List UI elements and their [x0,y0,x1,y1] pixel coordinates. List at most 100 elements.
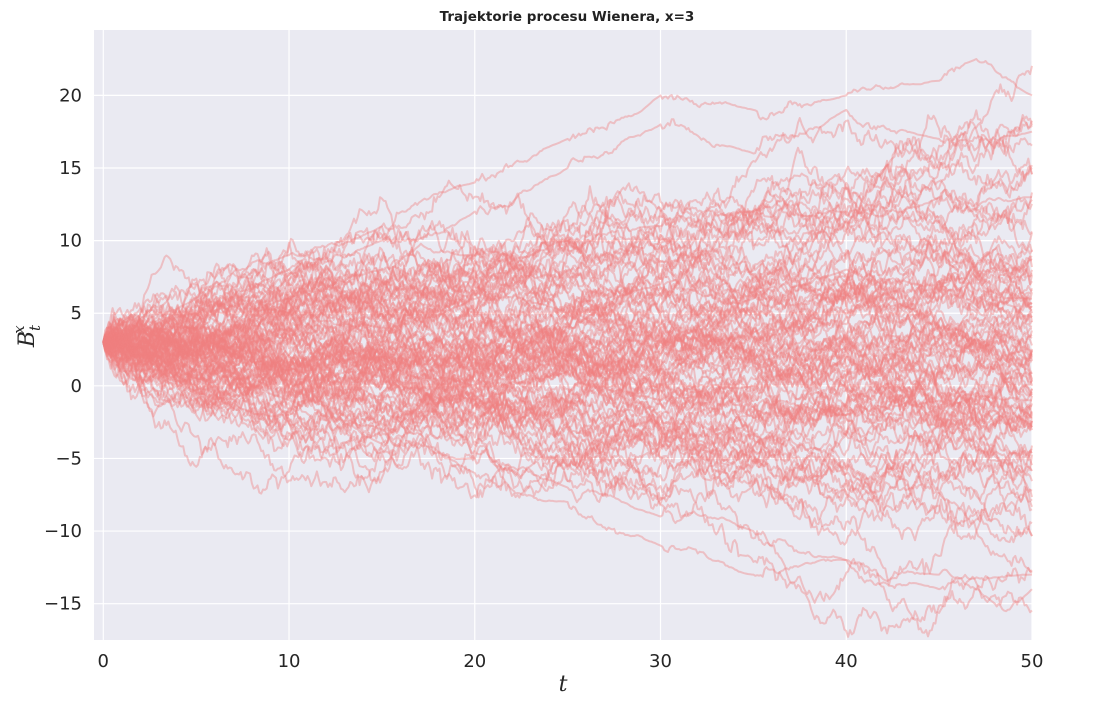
trajectory-line [102,307,1033,476]
trajectory-line [102,307,1033,419]
trajectory-line [103,259,1033,454]
trajectory-line [102,313,1033,542]
trajectory-line [102,279,1033,388]
trajectory-line [102,310,1033,412]
x-tick-label: 0 [98,651,109,672]
y-tick-label: 0 [71,376,82,397]
trajectory-line [102,290,1033,456]
trajectory-line [102,251,1033,388]
trajectory-line [102,235,1033,414]
trajectory-line [102,178,1033,363]
trajectory-line [102,338,1033,418]
trajectory-line [103,287,1033,394]
trajectory-line [102,167,1033,425]
trajectory-line [102,65,1033,372]
trajectory-line [102,327,1033,494]
trajectory-line [102,318,1033,412]
trajectory-line [102,334,1033,523]
trajectory-line [102,201,1033,360]
trajectory-line [102,287,1033,406]
trajectory-line [102,341,1032,591]
y-tick-label: 20 [59,85,82,106]
trajectory-line [102,323,1033,485]
trajectory-line [102,330,1033,506]
trajectory-line [102,323,1032,510]
trajectory-line [102,295,1033,466]
y-tick-label: 15 [59,158,82,179]
trajectory-line [102,269,1033,436]
trajectory-line [102,268,1033,346]
trajectory-line [103,159,1033,352]
trajectory-line [102,241,1033,431]
plot-area [94,30,1032,640]
trajectory-line [102,258,1033,418]
x-tick-labels: 0 10 20 30 40 50 [98,651,1044,672]
trajectory-line [102,308,1033,439]
trajectory-line [102,268,1033,420]
grid [94,30,1033,640]
trajectory-line [102,340,1033,537]
trajectory-line [102,224,1033,364]
trajectory-line [102,225,1033,345]
trajectory-line [102,242,1033,431]
trajectory-line [102,288,1033,436]
x-tick-label: 40 [835,651,858,672]
trajectory-line [102,330,1033,524]
trajectory-line [102,314,1033,445]
trajectory-line [102,240,1033,351]
trajectory-line [102,303,1033,460]
trajectory-line [102,191,1033,384]
y-tick-label: 10 [59,231,82,252]
trajectory-lines [102,58,1033,638]
trajectory-line [102,275,1033,407]
trajectory-line [102,315,1033,438]
x-tick-label: 10 [278,651,301,672]
trajectory-line [103,179,1033,352]
y-axis-label-superscript: x [10,325,28,334]
trajectory-line [102,324,1033,503]
trajectory-line [102,337,1033,494]
trajectory-line [102,268,1033,418]
trajectory-line [102,262,1033,388]
chart-title: Trajektorie procesu Wienera, x=3 [440,9,695,25]
trajectory-line [102,338,1033,481]
trajectory-line [102,341,1033,495]
trajectory-line [102,247,1033,392]
x-axis-label: t [559,672,568,697]
svg-text:Btx: Btx [10,324,44,348]
trajectory-line [102,203,1033,344]
trajectory-line [102,182,1033,343]
trajectory-line [103,220,1033,386]
trajectory-line [102,240,1033,360]
y-tick-label: −10 [44,521,82,542]
x-tick-label: 50 [1021,651,1044,672]
trajectory-line [102,211,1033,349]
trajectory-line [102,285,1033,395]
trajectory-line [102,263,1033,396]
y-tick-label: −5 [55,448,82,469]
trajectory-line [102,249,1033,401]
trajectory-line [102,342,1033,586]
x-tick-label: 20 [463,651,486,672]
trajectory-line [102,249,1033,352]
trajectory-line [102,330,1033,503]
trajectory-line [102,120,1033,373]
trajectory-line [102,332,1033,458]
trajectory-line [102,117,1033,361]
trajectory-line [102,305,1033,435]
y-axis-label-base: B [15,331,40,348]
trajectory-line [102,209,1033,415]
trajectory-line [103,334,1033,501]
trajectory-line [102,325,1033,638]
trajectory-line [102,303,1033,411]
y-tick-label: −15 [44,594,82,615]
x-tick-label: 30 [649,651,672,672]
trajectory-line [102,340,1033,613]
trajectory-line [102,292,1032,454]
trajectory-line [103,341,1033,494]
trajectory-line [102,146,1033,349]
trajectory-line [102,288,1033,455]
trajectory-line [102,282,1033,397]
trajectory-line [102,340,1033,544]
trajectory-line [103,275,1033,442]
